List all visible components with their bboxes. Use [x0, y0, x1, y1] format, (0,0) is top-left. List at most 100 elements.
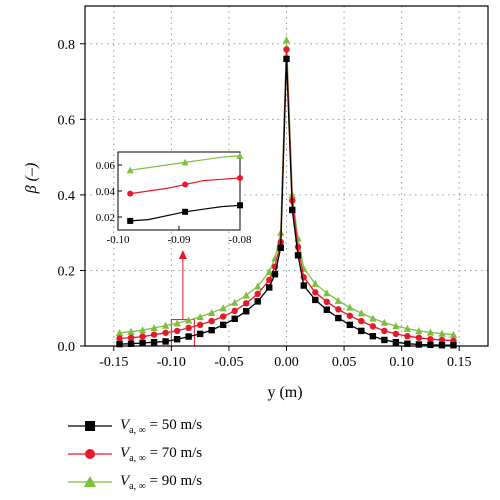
data-point: [150, 324, 158, 332]
zoom-arrow-head: [178, 250, 187, 259]
inset-x-tick-label: -0.10: [107, 234, 130, 246]
data-point: [173, 319, 181, 327]
axes: -0.15 -0.10 -0.05 0.00 0.05 0.10 0.15 0.0 0.2 0.4…: [58, 5, 489, 370]
data-point: [346, 321, 354, 329]
y-tick-label: 0.2: [58, 264, 76, 279]
legend-item-50: Va, ∞ = 50 m/s: [68, 416, 328, 444]
x-tick-label: -0.10: [157, 355, 186, 370]
data-point: [162, 329, 169, 336]
legend-label-50: Va, ∞ = 50 m/s: [120, 417, 203, 436]
data-point: [243, 308, 250, 315]
data-point: [392, 330, 400, 338]
data-point: [231, 315, 238, 322]
data-point: [116, 335, 123, 342]
data-point: [415, 341, 423, 348]
x-tick-label: 0.05: [332, 355, 357, 370]
data-point: [150, 331, 158, 338]
data-point: [392, 339, 400, 346]
data-point: [312, 296, 319, 304]
legend-label-70: Va, ∞ = 70 m/s: [120, 445, 203, 464]
data-point: [346, 303, 354, 311]
data-point: [161, 321, 170, 329]
data-point: [404, 332, 411, 340]
data-point: [242, 291, 250, 299]
data-point: [438, 336, 446, 344]
legend-marker-triangle: [68, 476, 112, 487]
inset-y-tick-label: 0.06: [96, 160, 116, 172]
data-point: [369, 314, 377, 322]
series-group: [115, 36, 458, 349]
data-point: [208, 326, 215, 334]
data-point: [254, 290, 261, 298]
x-tick-label: 0.00: [274, 355, 299, 370]
data-point: [403, 324, 412, 332]
data-point: [311, 279, 319, 287]
data-point: [323, 298, 330, 305]
data-point: [115, 328, 124, 336]
data-point: [207, 308, 216, 316]
data-point: [231, 307, 238, 315]
data-point: [185, 333, 192, 340]
data-point: [438, 329, 446, 337]
data-point: [289, 206, 296, 214]
data-point: [266, 276, 273, 284]
data-point: [427, 336, 434, 343]
data-point: [334, 296, 342, 304]
data-point: [254, 298, 261, 305]
data-point: [358, 317, 365, 325]
data-point: [254, 282, 262, 290]
y-tick-label: 0.0: [58, 340, 76, 355]
data-point: [346, 312, 354, 319]
data-point: [138, 326, 147, 334]
y-tick-label: 0.8: [58, 38, 76, 53]
inset-y-tick-label: 0.04: [96, 186, 116, 198]
data-point: [415, 327, 423, 335]
y-tick-label: 0.6: [58, 113, 76, 128]
inset-data-point: [181, 158, 189, 166]
x-tick-label: 0.10: [389, 355, 414, 370]
x-axis-title: y (m): [267, 384, 302, 401]
legend-marker-square: [68, 421, 112, 431]
data-point: [404, 340, 411, 347]
inset-series-square: [127, 202, 243, 224]
data-point: [415, 334, 423, 341]
data-point: [357, 309, 366, 317]
inset-series-triangle: [126, 152, 244, 174]
inset-data-point: [182, 181, 189, 188]
x-tick-label: -0.05: [214, 355, 243, 370]
inset-x-tick-label: -0.08: [229, 234, 252, 246]
data-point: [427, 341, 434, 349]
data-point: [381, 327, 388, 335]
data-point: [369, 332, 377, 340]
legend-label-90: Va, ∞ = 90 m/s: [120, 473, 203, 492]
data-point: [127, 327, 135, 335]
data-point: [283, 55, 290, 63]
data-point: [335, 306, 342, 313]
legend-item-70: Va, ∞ = 70 m/s: [68, 444, 328, 472]
data-point: [266, 284, 273, 291]
data-point: [323, 289, 331, 297]
data-point: [381, 336, 388, 344]
inset-y-tick-label: 0.02: [96, 212, 115, 224]
legend-item-90: Va, ∞ = 90 m/s: [68, 472, 328, 500]
data-point: [127, 334, 135, 341]
data-point: [150, 339, 158, 346]
inset-series-circle: [127, 175, 243, 197]
data-point: [184, 316, 193, 324]
data-point: [358, 327, 365, 335]
data-point: [294, 252, 302, 259]
x-tick-label: -0.15: [99, 355, 128, 370]
data-point: [185, 324, 192, 332]
legend-marker-circle: [68, 449, 112, 459]
inset-x-tick-label: -0.09: [168, 234, 191, 246]
inset-data-point: [126, 166, 134, 174]
inset-chart: 0.02 0.04 0.06 -0.10 -0.09 -0.08: [96, 151, 252, 246]
data-point: [208, 317, 215, 325]
x-tick-label: 0.15: [447, 355, 472, 370]
data-point: [450, 342, 457, 349]
data-point: [219, 304, 227, 312]
data-point: [282, 36, 291, 44]
data-point: [438, 342, 446, 349]
data-point: [392, 322, 400, 330]
